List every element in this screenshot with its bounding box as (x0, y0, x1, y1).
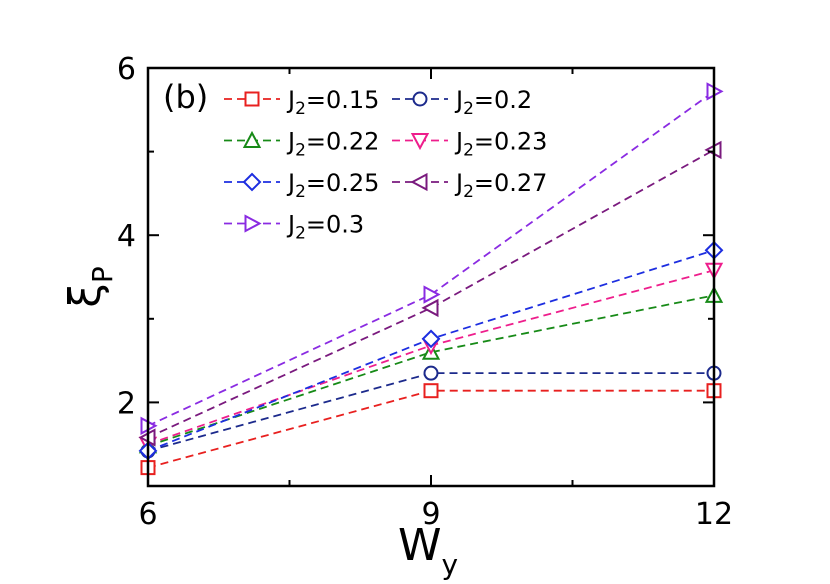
y-tick-label: 4 (117, 219, 136, 254)
x-tick-label: 9 (421, 497, 440, 532)
legend-item-0-3: J2=0.3 (224, 211, 364, 244)
data-point (421, 298, 439, 318)
data-point (423, 383, 439, 399)
panel-label: (b) (163, 78, 208, 116)
y-tick-label: 6 (117, 52, 136, 87)
legend-item-0-22: J2=0.22 (224, 128, 379, 161)
legend-item-0-23: J2=0.23 (392, 128, 547, 161)
legend-item-0-25: J2=0.25 (224, 169, 379, 202)
plot-area (148, 68, 714, 486)
legend-label: J2=0.2 (454, 86, 532, 119)
series-0-25 (138, 240, 724, 461)
x-tick-label: 6 (138, 497, 157, 532)
legend-item-0-27: J2=0.27 (392, 169, 547, 202)
legend-label: J2=0.3 (286, 211, 364, 244)
data-point (421, 329, 441, 349)
legend-label: J2=0.22 (286, 128, 379, 161)
legend-marker (412, 91, 428, 107)
legend-label: J2=0.23 (454, 128, 547, 161)
x-axis-label: Wy (398, 520, 458, 581)
data-point (423, 285, 441, 304)
legend-marker (242, 172, 262, 192)
axes: 6 9 12 2 4 6 Wy ξP (60, 52, 733, 581)
legend-marker (244, 214, 262, 233)
legend: (b) J2=0.15 J2=0.2 J2=0.22 J2=0.23 J2=0.25 J2=… (163, 78, 547, 244)
legend-label: J2=0.25 (286, 169, 379, 202)
series-line (147, 149, 715, 439)
plot-background (148, 68, 714, 486)
legend-item-0-2: J2=0.2 (392, 86, 532, 119)
legend-marker (244, 91, 260, 107)
legend-marker (410, 133, 430, 151)
legend-marker (410, 172, 428, 192)
y-axis-label: ξP (60, 266, 119, 307)
y-tick-label: 2 (117, 386, 136, 421)
legend-item-0-15: J2=0.15 (224, 86, 379, 119)
x-tick-label: 12 (695, 497, 733, 532)
data-point (423, 365, 439, 381)
legend-label: J2=0.27 (454, 169, 547, 202)
legend-label: J2=0.15 (286, 86, 379, 119)
legend-marker (242, 130, 262, 148)
